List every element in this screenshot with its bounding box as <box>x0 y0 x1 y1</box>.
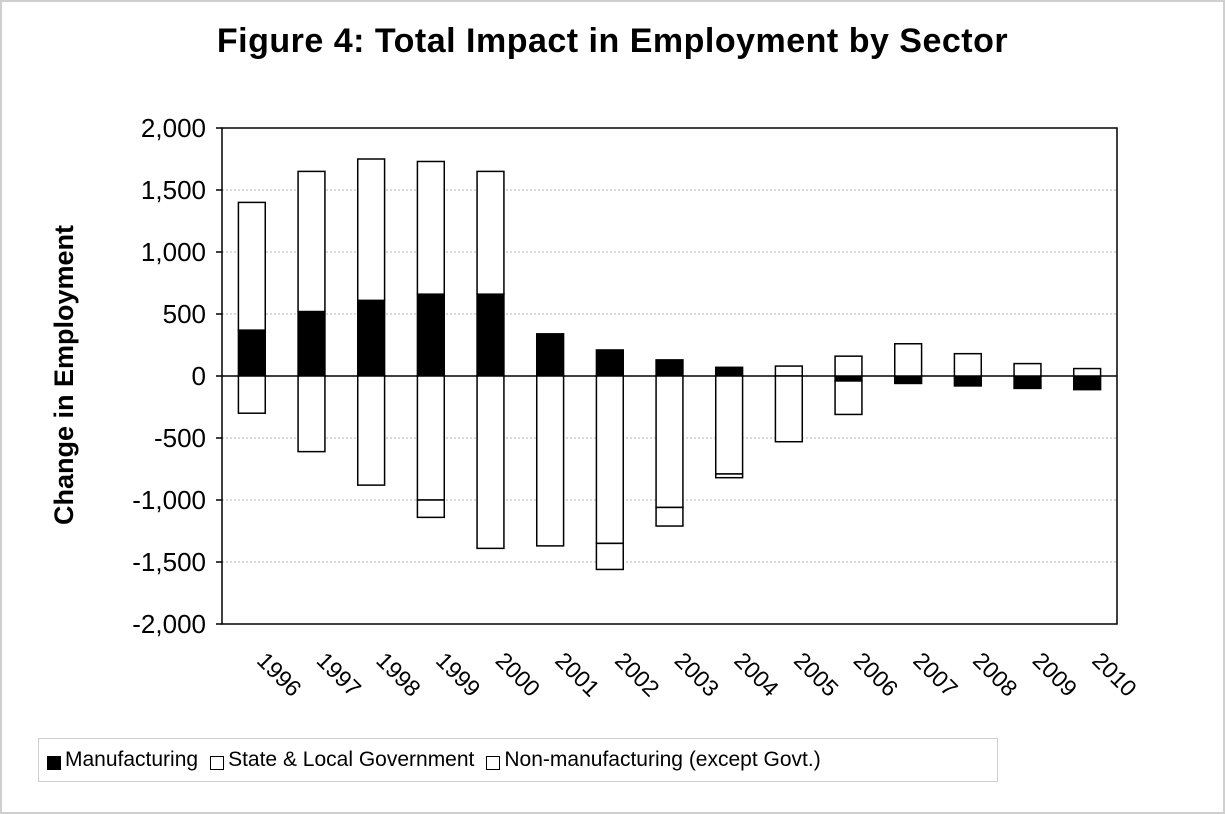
bar-non-manufacturing <box>655 506 684 527</box>
x-tick-label: 2002 <box>610 647 665 702</box>
legend-item-state-local-government: State & Local Government <box>210 748 474 772</box>
bar-state-local-government <box>595 375 625 545</box>
y-tick-label: 500 <box>163 299 206 329</box>
bar-non-manufacturing <box>237 375 267 414</box>
bar-non-manufacturing <box>297 375 326 453</box>
bar-non-manufacturing <box>297 170 326 313</box>
bar-non-manufacturing <box>774 365 804 377</box>
legend-swatch-manufacturing <box>47 756 61 770</box>
bar-manufacturing <box>655 359 684 377</box>
y-tick-label: -2,000 <box>132 609 206 639</box>
bar-manufacturing <box>476 293 505 377</box>
x-tick-label: 2009 <box>1028 647 1083 702</box>
bar-non-manufacturing <box>893 343 923 377</box>
x-tick-label: 2000 <box>491 647 546 702</box>
bar-state-local-government <box>416 375 446 501</box>
bar-non-manufacturing <box>476 170 505 295</box>
bars-layer <box>237 158 1102 571</box>
legend-swatch-non-manufacturing <box>486 756 501 770</box>
bar-manufacturing <box>416 293 446 377</box>
y-tick-label: -1,000 <box>132 485 206 515</box>
legend-label-non-manufacturing: Non-manufacturing (except Govt.) <box>504 748 821 771</box>
bar-non-manufacturing <box>356 158 386 302</box>
legend-item-non-manufacturing: Non-manufacturing (except Govt.) <box>486 748 821 772</box>
x-tick-label: 1997 <box>312 647 367 702</box>
y-axis-label: Change in Employment <box>49 225 79 525</box>
x-tick-label: 2010 <box>1087 647 1142 702</box>
y-tick-label: 1,000 <box>141 237 206 267</box>
bar-non-manufacturing <box>476 375 505 550</box>
bar-state-local-government <box>655 375 684 509</box>
bar-manufacturing <box>237 329 267 377</box>
bar-manufacturing <box>535 333 565 377</box>
bar-non-manufacturing <box>595 542 625 571</box>
bar-manufacturing <box>893 375 923 385</box>
axis-layer: 2,000 1,500 1,000 500 0 -500 -1,000 -1,500 -2,00… <box>132 113 1142 702</box>
bar-non-manufacturing <box>416 160 446 295</box>
y-tick-label: -500 <box>154 423 206 453</box>
bar-manufacturing <box>714 366 744 377</box>
legend-label-state-local-government: State & Local Government <box>228 748 475 771</box>
bar-manufacturing <box>595 349 625 377</box>
bar-non-manufacturing <box>774 375 804 443</box>
y-tick-label: 1,500 <box>141 175 206 205</box>
bar-non-manufacturing <box>714 473 744 479</box>
legend-swatch-state-local-government <box>210 756 225 770</box>
x-tick-label: 1999 <box>431 647 486 702</box>
bar-state-local-government <box>714 375 744 475</box>
bar-non-manufacturing <box>834 380 863 416</box>
y-tick-label: 0 <box>192 361 206 391</box>
x-tick-label: 2008 <box>968 647 1023 702</box>
bar-non-manufacturing <box>237 201 267 331</box>
bar-non-manufacturing <box>1072 367 1102 377</box>
bar-non-manufacturing <box>416 499 446 519</box>
x-tick-label: 2001 <box>550 647 605 702</box>
bar-non-manufacturing <box>953 352 983 377</box>
bar-manufacturing <box>953 375 983 387</box>
x-tick-label: 2007 <box>908 647 963 702</box>
y-tick-label: 2,000 <box>141 113 206 143</box>
bar-non-manufacturing <box>1013 362 1042 377</box>
bar-non-manufacturing <box>834 355 863 377</box>
legend: Manufacturing State & Local Government N… <box>38 738 998 782</box>
x-tick-label: 1996 <box>252 647 307 702</box>
bar-non-manufacturing <box>535 375 565 547</box>
bar-manufacturing <box>1013 375 1042 390</box>
x-tick-label: 2004 <box>729 647 784 702</box>
chart-title: Figure 4: Total Impact in Employment by … <box>216 22 1009 60</box>
bar-manufacturing <box>1072 375 1102 391</box>
legend-item-manufacturing: Manufacturing <box>47 748 198 772</box>
x-tick-label: 1998 <box>371 647 426 702</box>
x-tick-label: 2006 <box>849 647 904 702</box>
bar-manufacturing <box>356 299 386 377</box>
legend-label-manufacturing: Manufacturing <box>65 748 199 771</box>
y-tick-label: -1,500 <box>132 547 206 577</box>
x-tick-label: 2005 <box>789 647 844 702</box>
bar-non-manufacturing <box>356 375 386 486</box>
x-tick-label: 2003 <box>670 647 725 702</box>
bar-manufacturing <box>297 310 326 377</box>
